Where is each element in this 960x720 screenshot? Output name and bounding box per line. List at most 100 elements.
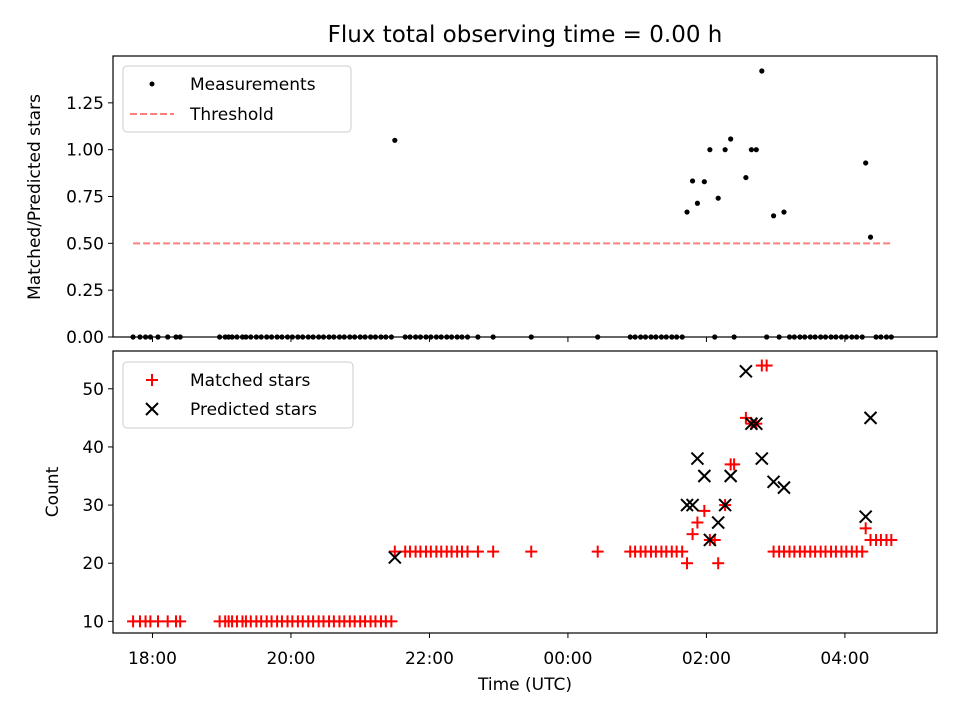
measurement-point: [743, 174, 749, 181]
predicted-star-stroke2: [388, 550, 402, 565]
bottom-x-tick-label: 20:00: [266, 649, 315, 669]
top-y-tick-label: 0.50: [66, 234, 104, 254]
measurement-point: [748, 147, 755, 153]
predicted-star-stroke2: [755, 451, 769, 466]
predicted-star-marker: [690, 451, 705, 466]
matched-star-marker: [388, 545, 401, 558]
bottom-axes-frame: [112, 350, 938, 634]
predicted-star-stroke2: [680, 498, 694, 512]
predicted-star-marker: [749, 416, 763, 431]
predicted-star-stroke2: [718, 498, 732, 512]
bottom-x-tick-label: 04:00: [820, 649, 869, 669]
legend-measurements-marker: [149, 81, 155, 87]
bottom-plot-area: [127, 359, 898, 628]
predicted-star-stroke2: [711, 515, 725, 530]
predicted-star-marker: [777, 480, 791, 495]
measurement-point: [694, 200, 701, 206]
top-y-tick-label: 0.00: [66, 328, 104, 348]
bottom-x-tick-label: 02:00: [682, 649, 731, 669]
predicted-star-marker: [718, 498, 732, 512]
predicted-star-marker: [863, 411, 878, 425]
top-y-tick-label: 1.00: [66, 141, 104, 161]
top-panel: 0.00 0.25 0.50 0.75 1.00 1.25 Matched/Predict…: [25, 55, 938, 348]
predicted-star-stroke2: [697, 469, 712, 483]
measurement-point: [684, 209, 690, 215]
measurement-point: [863, 160, 869, 166]
bottom-y-tick-label: 50: [82, 380, 104, 400]
matched-star-marker: [461, 545, 474, 558]
matched-star-marker: [525, 545, 538, 558]
predicted-star-marker: [697, 469, 712, 483]
predicted-star-stroke2: [858, 510, 873, 524]
matched-star-marker: [760, 359, 773, 372]
bottom-y-tick-label: 40: [82, 438, 104, 458]
measurement-point: [770, 213, 777, 219]
predicted-star-stroke2: [739, 364, 753, 379]
predicted-star-stroke2: [703, 533, 717, 547]
measurement-point: [715, 195, 721, 201]
matched-star-marker: [728, 458, 741, 471]
matched-star-marker: [681, 557, 694, 570]
top-legend: Measurements Threshold: [122, 65, 352, 133]
matched-star-marker: [859, 522, 872, 535]
predicted-star-stroke2: [690, 451, 705, 466]
bottom-y-tick-label: 10: [82, 612, 104, 632]
matched-star-marker: [698, 504, 711, 517]
matched-star-marker: [712, 557, 725, 570]
matched-star-marker: [487, 545, 500, 558]
matched-star-marker: [471, 545, 484, 558]
bottom-legend-box: [122, 361, 354, 429]
matched-star-marker: [385, 615, 398, 628]
top-y-tick-label: 1.25: [66, 94, 104, 114]
matched-star-marker: [885, 533, 898, 546]
matched-star-marker: [174, 615, 187, 628]
x-axis-label: Time (UTC): [477, 675, 572, 695]
predicted-star-marker: [739, 364, 753, 379]
predicted-star-marker: [685, 498, 700, 512]
top-plot-area: [130, 68, 894, 340]
measurement-point: [867, 234, 874, 240]
bottom-y-tick-label: 20: [82, 554, 104, 574]
bottom-x-tick-label: 22:00: [405, 649, 454, 669]
matched-star-marker: [691, 516, 704, 529]
measurement-point: [753, 147, 759, 153]
predicted-star-marker: [858, 510, 873, 524]
top-y-tick-label: 0.25: [66, 281, 104, 301]
top-x-ticks: [151, 337, 846, 342]
bottom-y-axis-label: Count: [43, 466, 63, 517]
measurement-point: [701, 179, 707, 185]
figure-title: Flux total observing time = 0.00 h: [328, 22, 723, 48]
matched-star-marker: [856, 545, 869, 558]
top-y-ticks: 0.00 0.25 0.50 0.75 1.00 1.25: [66, 94, 113, 348]
legend-predicted-marker: [145, 402, 159, 416]
predicted-star-marker: [755, 451, 769, 466]
top-y-tick-label: 0.75: [66, 188, 104, 208]
matched-star-marker: [686, 528, 699, 541]
bottom-legend: Matched stars Predicted stars: [122, 361, 354, 429]
matched-star-marker: [676, 545, 689, 558]
measurement-point: [781, 209, 787, 215]
matched-star-marker: [591, 545, 604, 558]
predicted-star-stroke2: [777, 480, 791, 495]
predicted-star-marker: [723, 469, 738, 483]
predicted-star-marker: [388, 550, 402, 565]
legend-predicted-label: Predicted stars: [190, 400, 317, 420]
legend-measurements-label: Measurements: [190, 75, 316, 95]
bottom-panel: 10 20 30 40 50 18:00 20:00 22:00 00:00 02:00 04:0…: [43, 350, 938, 695]
measurement-point: [728, 136, 734, 142]
measurement-point: [392, 137, 398, 143]
bottom-y-ticks: 10 20 30 40 50: [82, 380, 113, 632]
predicted-star-stroke2: [723, 469, 738, 483]
predicted-star-stroke2: [766, 475, 781, 489]
top-legend-box: [122, 65, 352, 133]
bottom-x-tick-label: 18:00: [128, 649, 177, 669]
legend-matched-label: Matched stars: [190, 371, 310, 391]
predicted-star-stroke2: [863, 411, 878, 425]
legend-threshold-label: Threshold: [189, 105, 274, 125]
predicted-star-stroke2: [744, 416, 759, 431]
bottom-x-tick-label: 00:00: [543, 649, 592, 669]
predicted-star-marker: [703, 533, 717, 547]
measurement-point: [689, 178, 696, 184]
measurement-point: [722, 147, 728, 153]
measurement-point: [759, 68, 765, 74]
